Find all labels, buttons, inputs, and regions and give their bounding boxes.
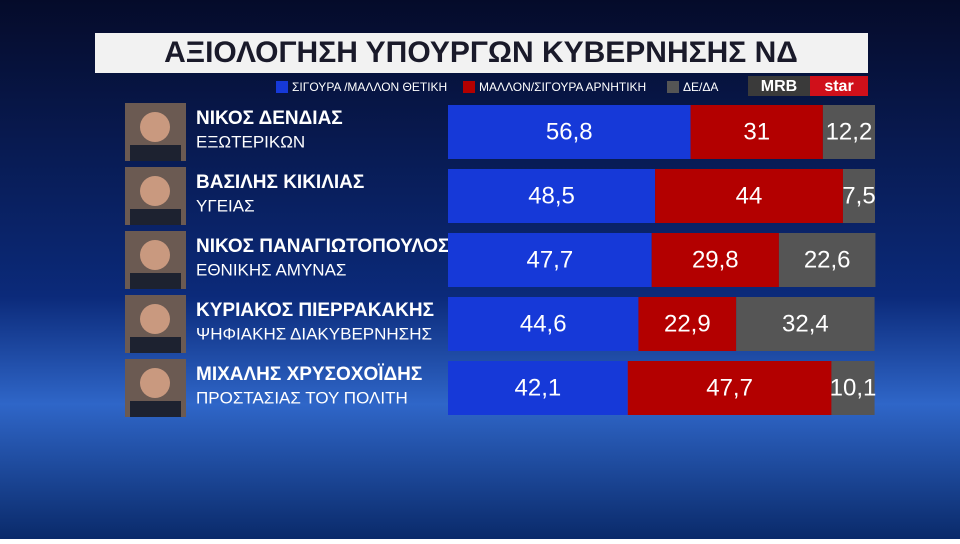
legend-swatch [667, 81, 679, 93]
value-label: 44,6 [520, 310, 567, 337]
legend-swatch [463, 81, 475, 93]
minister-name: ΝΙΚΟΣ ΠΑΝΑΓΙΩΤΟΠΟΥΛΟΣ [196, 236, 449, 257]
value-label: 10,1 [830, 374, 877, 401]
value-label: 32,4 [782, 310, 829, 337]
bar-segment [690, 105, 823, 159]
legend-label: ΜΑΛΛΟΝ/ΣΙΓΟΥΡΑ ΑΡΝΗΤΙΚΗ [479, 80, 646, 94]
minister-name: ΝΙΚΟΣ ΔΕΝΔΙΑΣ [196, 108, 343, 129]
logo-mrb [748, 76, 810, 96]
chart-title: ΑΞΙΟΛΟΓΗΣΗ ΥΠΟΥΡΓΩΝ ΚΥΒΕΡΝΗΣΗΣ ΝΔ [164, 36, 798, 69]
photo-suit [130, 337, 181, 353]
photo-face [140, 176, 170, 206]
photo-suit [130, 273, 181, 289]
value-label: 56,8 [546, 118, 593, 145]
value-label: 22,6 [804, 246, 851, 273]
bar-segment [627, 361, 832, 415]
ministry: ΨΗΦΙΑΚΗΣ ΔΙΑΚΥΒΕΡΝΗΣΗΣ [196, 324, 432, 343]
bar-segment [736, 297, 875, 351]
photo-suit [130, 145, 181, 161]
ministry: ΥΓΕΙΑΣ [196, 196, 255, 215]
value-label: 44 [736, 182, 763, 209]
bar-segment [842, 169, 875, 223]
bar-segment [778, 233, 876, 287]
bar-segment [638, 297, 737, 351]
bar-segment [448, 361, 628, 415]
bar-segment [822, 105, 875, 159]
legend-label: ΔΕ/ΔΑ [683, 80, 718, 94]
bar-segment [448, 233, 652, 287]
value-label: 47,7 [706, 374, 753, 401]
value-label: 7,5 [842, 182, 875, 209]
bar-segment [651, 233, 779, 287]
ministry: ΕΞΩΤΕΡΙΚΩΝ [196, 132, 305, 151]
minister-name: ΜΙΧΑΛΗΣ ΧΡΥΣΟΧΟΪΔΗΣ [196, 364, 422, 385]
photo-face [140, 112, 170, 142]
bar-segment [655, 169, 843, 223]
value-label: 48,5 [528, 182, 575, 209]
ministry: ΠΡΟΣΤΑΣΙΑΣ ΤΟΥ ΠΟΛΙΤΗ [196, 388, 408, 407]
logo-text: MRB [761, 78, 797, 95]
photo-face [140, 240, 170, 270]
value-label: 22,9 [664, 310, 711, 337]
photo-face [140, 304, 170, 334]
logo-text: star [824, 78, 853, 95]
bar-segment [448, 297, 639, 351]
minister-name: ΒΑΣΙΛΗΣ ΚΙΚΙΛΙΑΣ [196, 172, 364, 193]
bar-segment [448, 105, 691, 159]
title-banner [95, 33, 868, 73]
logo-star [810, 76, 868, 96]
value-label: 29,8 [692, 246, 739, 273]
ministry: ΕΘΝΙΚΗΣ ΑΜΥΝΑΣ [196, 260, 346, 279]
value-label: 31 [743, 118, 770, 145]
photo-suit [130, 209, 181, 225]
photo-suit [130, 401, 181, 417]
value-label: 42,1 [515, 374, 562, 401]
bar-segment [831, 361, 875, 415]
bar-segment [448, 169, 656, 223]
value-label: 47,7 [526, 246, 573, 273]
photo-face [140, 368, 170, 398]
legend-swatch [276, 81, 288, 93]
minister-name: ΚΥΡΙΑΚΟΣ ΠΙΕΡΡΑΚΑΚΗΣ [196, 300, 434, 321]
value-label: 12,2 [826, 118, 873, 145]
legend-label: ΣΙΓΟΥΡΑ /ΜΑΛΛΟΝ ΘΕΤΙΚΗ [292, 80, 447, 94]
